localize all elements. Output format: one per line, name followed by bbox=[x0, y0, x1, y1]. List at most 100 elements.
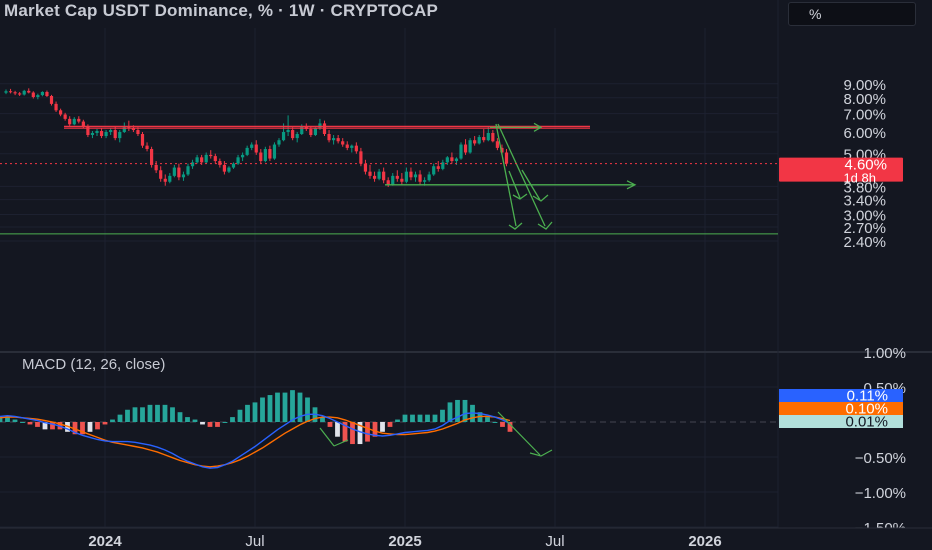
candle-body bbox=[504, 152, 509, 164]
candle-body bbox=[222, 164, 226, 172]
candle-body bbox=[154, 164, 158, 171]
candle-body bbox=[99, 131, 104, 137]
candle-body bbox=[186, 166, 190, 175]
histogram-bar bbox=[27, 422, 33, 425]
arrow-head bbox=[529, 449, 553, 457]
candle-body bbox=[386, 180, 390, 185]
candle-body bbox=[109, 130, 113, 132]
arrow-head bbox=[532, 194, 549, 202]
histogram-bar bbox=[12, 419, 18, 422]
candle-body bbox=[500, 147, 504, 153]
histogram-bar bbox=[5, 417, 10, 422]
macd-indicator-label[interactable]: MACD (12, 26, close) bbox=[22, 356, 166, 373]
candle-body bbox=[345, 144, 349, 148]
histogram-bar bbox=[162, 404, 168, 422]
histogram-bar bbox=[20, 422, 25, 423]
histogram-bar bbox=[125, 409, 130, 422]
candle-body bbox=[72, 118, 76, 125]
candle-body bbox=[341, 141, 345, 145]
candle-body bbox=[300, 126, 304, 134]
candle-body bbox=[268, 149, 272, 159]
histogram-bar bbox=[260, 397, 265, 422]
candle-body bbox=[86, 126, 90, 136]
candle-body bbox=[68, 118, 72, 125]
histogram-bar bbox=[147, 404, 153, 422]
candle-body bbox=[450, 157, 454, 162]
candle-body bbox=[413, 174, 418, 178]
candle-body bbox=[254, 144, 258, 153]
histogram-bar bbox=[237, 409, 243, 422]
projection-path bbox=[495, 123, 517, 227]
candle-body bbox=[432, 166, 436, 175]
histogram-bar bbox=[320, 417, 325, 422]
histogram-bar bbox=[87, 422, 93, 432]
macd-tick-label: −1.00% bbox=[855, 485, 906, 502]
scale-mode-button[interactable]: % bbox=[788, 2, 916, 26]
arrow-head bbox=[508, 222, 523, 230]
histogram-bar bbox=[357, 422, 363, 445]
histogram-bar bbox=[492, 422, 498, 423]
histogram-bar bbox=[185, 417, 190, 422]
histogram-bar bbox=[425, 414, 430, 422]
candle-body bbox=[145, 145, 149, 150]
histogram-bar bbox=[102, 422, 108, 425]
candle-body bbox=[250, 144, 254, 148]
candle-body bbox=[104, 132, 108, 137]
histogram-bar bbox=[230, 417, 235, 422]
candle-body bbox=[427, 174, 431, 181]
candle-body bbox=[423, 180, 427, 182]
candle-body bbox=[486, 132, 490, 141]
macd-value-badge-bg bbox=[779, 389, 903, 402]
candle-body bbox=[22, 90, 26, 95]
candle-countdown: 1d 8h bbox=[843, 171, 876, 186]
histogram-bar bbox=[455, 399, 460, 422]
candle-body bbox=[313, 128, 317, 136]
arrow-head bbox=[626, 180, 637, 190]
histogram-bar bbox=[155, 404, 160, 422]
time-tick-label: 2026 bbox=[688, 533, 721, 550]
candle-body bbox=[45, 91, 49, 96]
candle-body bbox=[150, 149, 154, 165]
candle-body bbox=[441, 162, 445, 169]
histogram-bar bbox=[207, 422, 213, 427]
candle-body bbox=[436, 166, 440, 169]
candle-body bbox=[286, 130, 290, 132]
histogram-bar bbox=[387, 422, 393, 427]
histogram-value-badge-bg bbox=[779, 415, 903, 428]
candle-body bbox=[400, 178, 404, 182]
candle-body bbox=[213, 156, 217, 162]
candle-body bbox=[40, 91, 44, 96]
candle-body bbox=[200, 157, 204, 163]
projection-path bbox=[508, 170, 521, 199]
candle-body bbox=[18, 93, 22, 95]
time-tick-label: 2024 bbox=[88, 533, 122, 550]
candle-body bbox=[327, 133, 331, 141]
candle-body bbox=[122, 127, 126, 132]
histogram-bar bbox=[80, 422, 85, 435]
candle-body bbox=[463, 144, 468, 153]
candle-body bbox=[495, 141, 499, 148]
candle-body bbox=[468, 140, 472, 153]
histogram-bar bbox=[267, 395, 273, 422]
histogram-bar bbox=[417, 414, 423, 422]
histogram-bar bbox=[305, 397, 310, 422]
candle-body bbox=[336, 138, 340, 142]
candle-body bbox=[195, 157, 199, 163]
candle-body bbox=[49, 95, 54, 104]
candle-body bbox=[231, 163, 236, 168]
candle-body bbox=[409, 171, 413, 178]
histogram-bar bbox=[440, 409, 445, 422]
histogram-bar bbox=[275, 392, 280, 422]
candle-body bbox=[372, 175, 377, 179]
last-price-value: 4.60% bbox=[844, 157, 887, 174]
macd-value-badge: 0.11% bbox=[847, 388, 888, 405]
histogram-bar bbox=[402, 414, 408, 422]
histogram-bar bbox=[252, 402, 258, 422]
histogram-bar bbox=[117, 414, 123, 422]
signal-line bbox=[0, 415, 511, 468]
price-tick-label: 2.40% bbox=[843, 234, 886, 251]
candle-body bbox=[63, 114, 67, 119]
candle-body bbox=[163, 178, 167, 182]
